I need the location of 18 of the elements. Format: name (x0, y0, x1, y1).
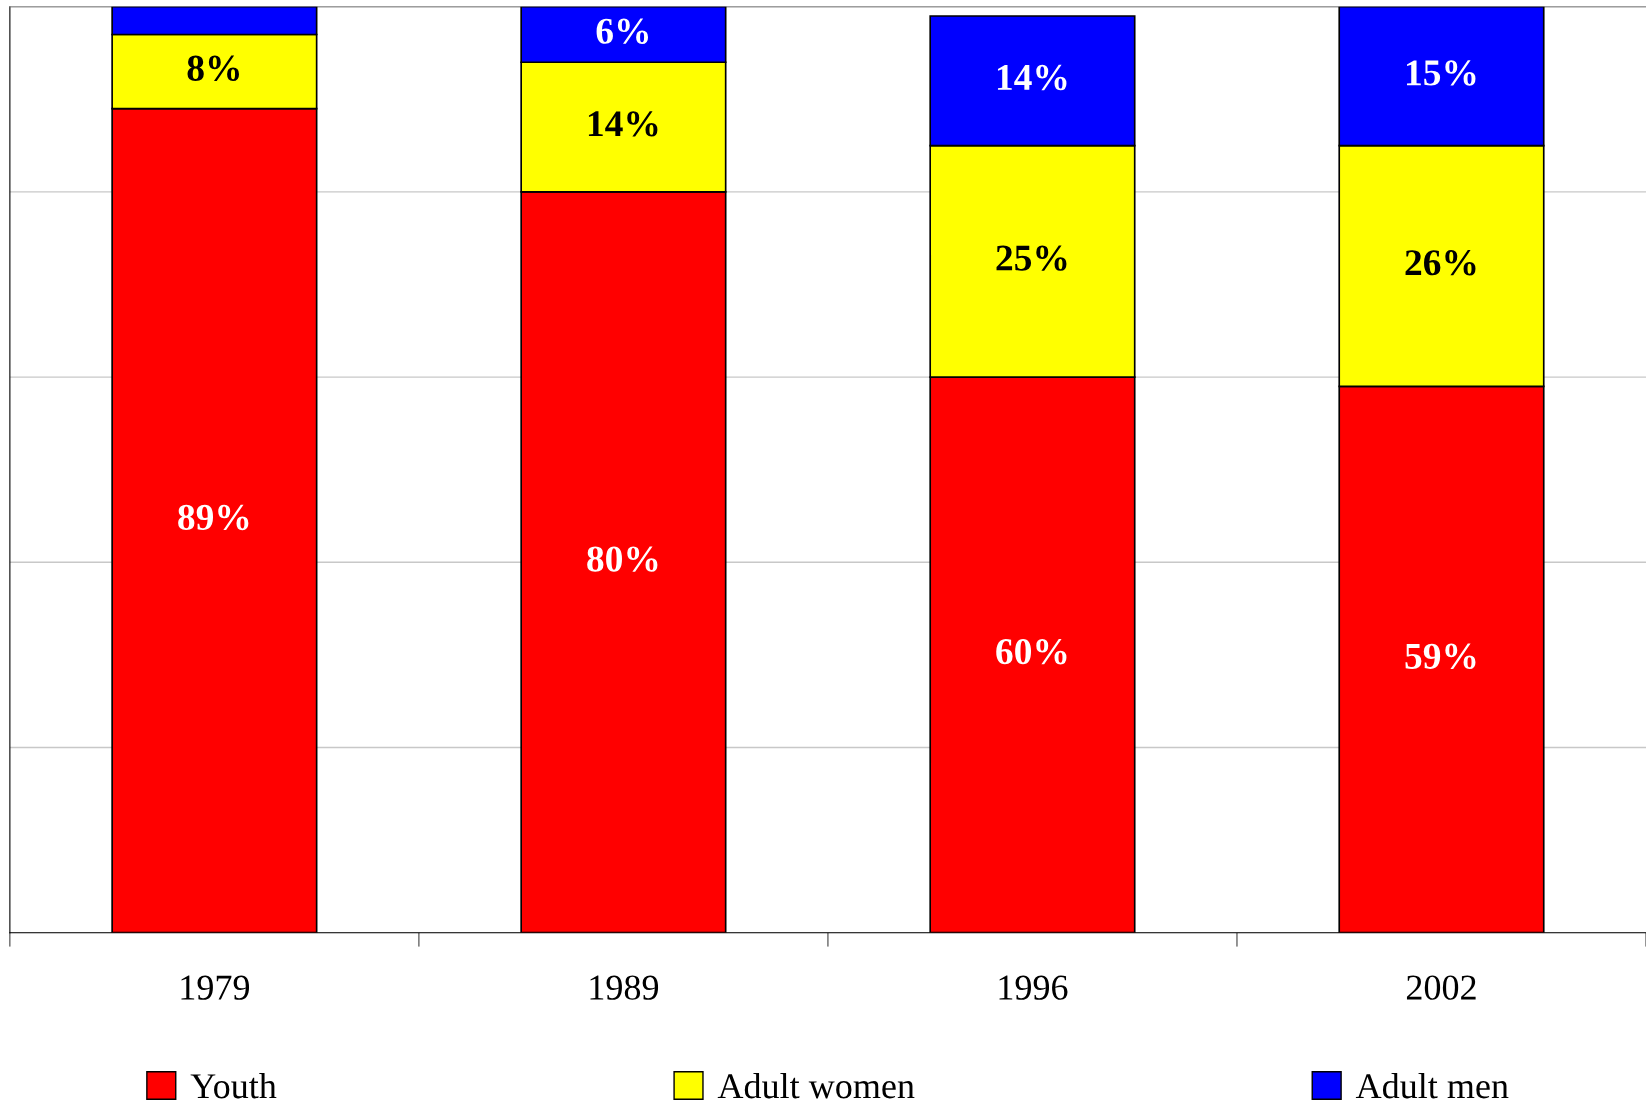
data-label: 59% (1405, 643, 1476, 670)
x-tick-label: 1989 (590, 975, 659, 1000)
x-tick-label: 2002 (1406, 975, 1476, 1000)
data-label: 26% (1405, 250, 1476, 276)
data-label: 60% (996, 638, 1067, 665)
data-label: 14% (997, 64, 1067, 91)
data-label: 25% (996, 245, 1067, 271)
x-tick-label: 1979 (181, 975, 250, 1000)
data-label: 15% (1406, 60, 1476, 86)
data-label: 8% (187, 55, 239, 82)
data-label: 80% (587, 546, 658, 572)
x-tick-label: 1996 (999, 975, 1068, 1000)
data-label: 6% (596, 18, 649, 44)
data-label: 89% (178, 504, 249, 531)
legend-label: Adult men (1355, 1072, 1509, 1099)
legend-label: Adult women (717, 1072, 915, 1099)
legend-label: Youth (190, 1072, 277, 1099)
data-label: 14% (588, 111, 658, 137)
